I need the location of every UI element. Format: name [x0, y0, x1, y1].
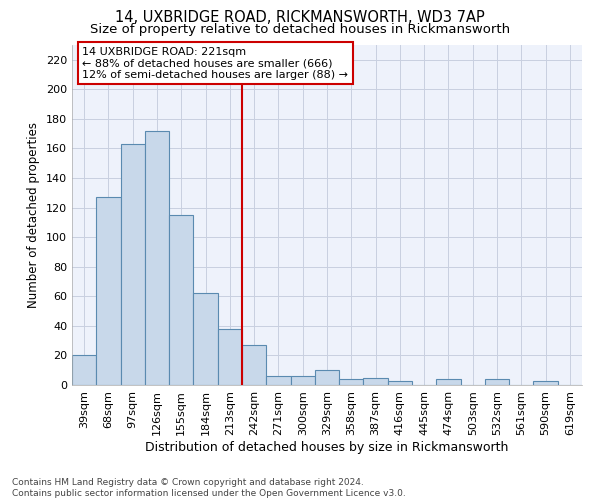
- Bar: [339, 379, 364, 385]
- Bar: [364, 378, 388, 385]
- Bar: [169, 215, 193, 385]
- Bar: [485, 379, 509, 385]
- Bar: [290, 376, 315, 385]
- Bar: [121, 144, 145, 385]
- Bar: [96, 198, 121, 385]
- Bar: [242, 345, 266, 385]
- Bar: [436, 379, 461, 385]
- Text: 14, UXBRIDGE ROAD, RICKMANSWORTH, WD3 7AP: 14, UXBRIDGE ROAD, RICKMANSWORTH, WD3 7A…: [115, 10, 485, 25]
- Y-axis label: Number of detached properties: Number of detached properties: [28, 122, 40, 308]
- Bar: [145, 130, 169, 385]
- X-axis label: Distribution of detached houses by size in Rickmansworth: Distribution of detached houses by size …: [145, 440, 509, 454]
- Bar: [266, 376, 290, 385]
- Bar: [193, 294, 218, 385]
- Text: 14 UXBRIDGE ROAD: 221sqm
← 88% of detached houses are smaller (666)
12% of semi-: 14 UXBRIDGE ROAD: 221sqm ← 88% of detach…: [82, 46, 348, 80]
- Bar: [315, 370, 339, 385]
- Bar: [388, 380, 412, 385]
- Bar: [218, 329, 242, 385]
- Bar: [72, 356, 96, 385]
- Text: Size of property relative to detached houses in Rickmansworth: Size of property relative to detached ho…: [90, 22, 510, 36]
- Text: Contains HM Land Registry data © Crown copyright and database right 2024.
Contai: Contains HM Land Registry data © Crown c…: [12, 478, 406, 498]
- Bar: [533, 380, 558, 385]
